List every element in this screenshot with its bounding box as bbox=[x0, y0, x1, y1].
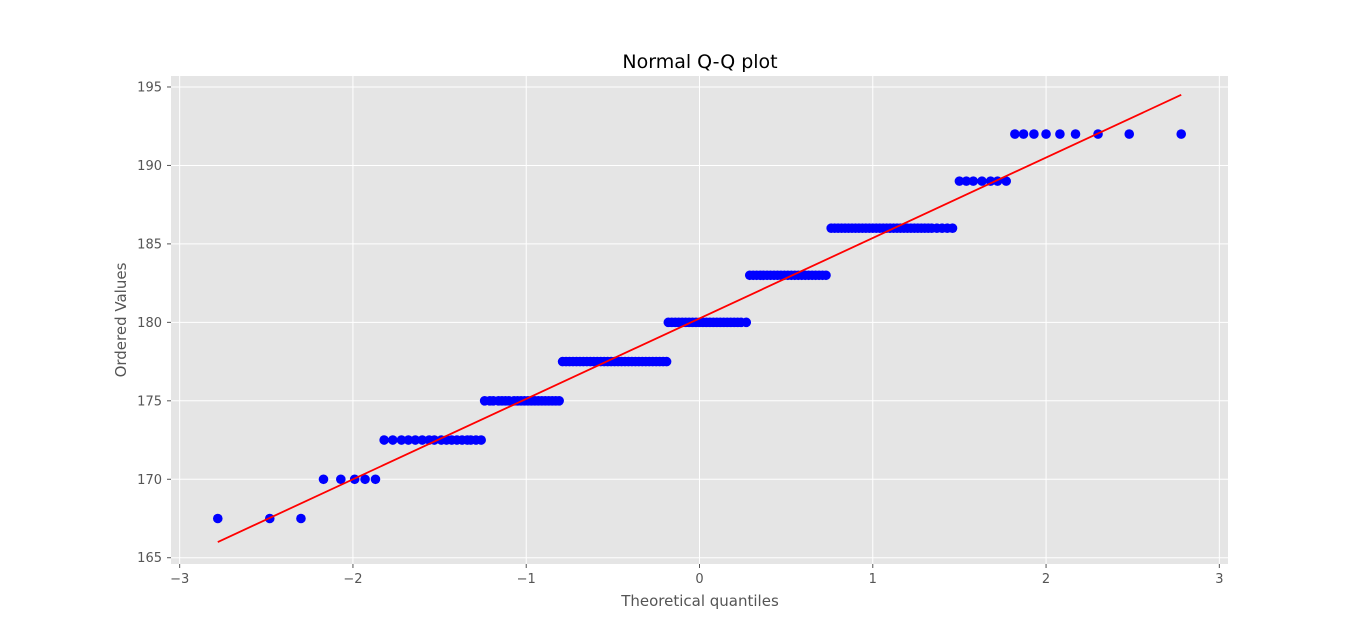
data-point bbox=[954, 176, 965, 186]
data-point bbox=[1124, 129, 1135, 139]
x-tick-label: −2 bbox=[343, 572, 362, 587]
data-point bbox=[360, 474, 370, 485]
data-point bbox=[741, 317, 752, 328]
data-point bbox=[821, 270, 831, 281]
data-point bbox=[403, 435, 414, 445]
data-point bbox=[961, 176, 972, 186]
data-point bbox=[1010, 129, 1020, 139]
data-point bbox=[977, 176, 987, 186]
data-point bbox=[947, 223, 958, 234]
y-tick-label: 175 bbox=[137, 394, 162, 409]
data-point bbox=[336, 474, 346, 485]
data-point bbox=[396, 435, 407, 445]
x-axis-label: Theoretical quantiles bbox=[620, 592, 779, 610]
data-point bbox=[968, 176, 979, 186]
data-point bbox=[1055, 129, 1065, 139]
data-point bbox=[417, 435, 428, 445]
x-tick-label: 1 bbox=[869, 572, 877, 587]
data-point bbox=[1041, 129, 1051, 139]
data-point bbox=[476, 435, 486, 445]
y-tick-label: 190 bbox=[137, 159, 162, 174]
data-point bbox=[410, 435, 421, 445]
data-point bbox=[318, 474, 329, 485]
x-tick-label: 3 bbox=[1215, 572, 1223, 587]
data-point bbox=[379, 435, 389, 445]
data-point bbox=[661, 356, 672, 367]
y-tick-label: 195 bbox=[137, 80, 162, 95]
data-point bbox=[212, 513, 223, 524]
y-tick-label: 165 bbox=[137, 551, 162, 566]
x-tick-label: −1 bbox=[517, 572, 536, 587]
data-point bbox=[1070, 129, 1081, 139]
y-tick-label: 170 bbox=[137, 473, 162, 488]
fit-line bbox=[217, 94, 1182, 543]
data-point bbox=[1001, 176, 1012, 186]
y-tick-label: 185 bbox=[137, 237, 162, 252]
x-tick-label: −3 bbox=[170, 572, 189, 587]
x-tick-label: 2 bbox=[1042, 572, 1050, 587]
data-point bbox=[370, 474, 381, 485]
y-tick-label: 180 bbox=[137, 316, 162, 331]
data-point bbox=[1176, 129, 1187, 139]
x-tick-label: 0 bbox=[695, 572, 703, 587]
chart-title: Normal Q-Q plot bbox=[622, 51, 777, 73]
data-point bbox=[1029, 129, 1039, 139]
data-point bbox=[387, 435, 398, 445]
x-axis-ticks: −3 −2 −1 0 1 2 3 bbox=[170, 564, 1223, 587]
data-point bbox=[1018, 129, 1029, 139]
data-point bbox=[554, 396, 564, 406]
data-point bbox=[296, 513, 306, 524]
y-axis-label: Ordered Values bbox=[112, 262, 130, 377]
y-axis-ticks: 165 170 175 180 185 190 195 bbox=[137, 80, 171, 566]
